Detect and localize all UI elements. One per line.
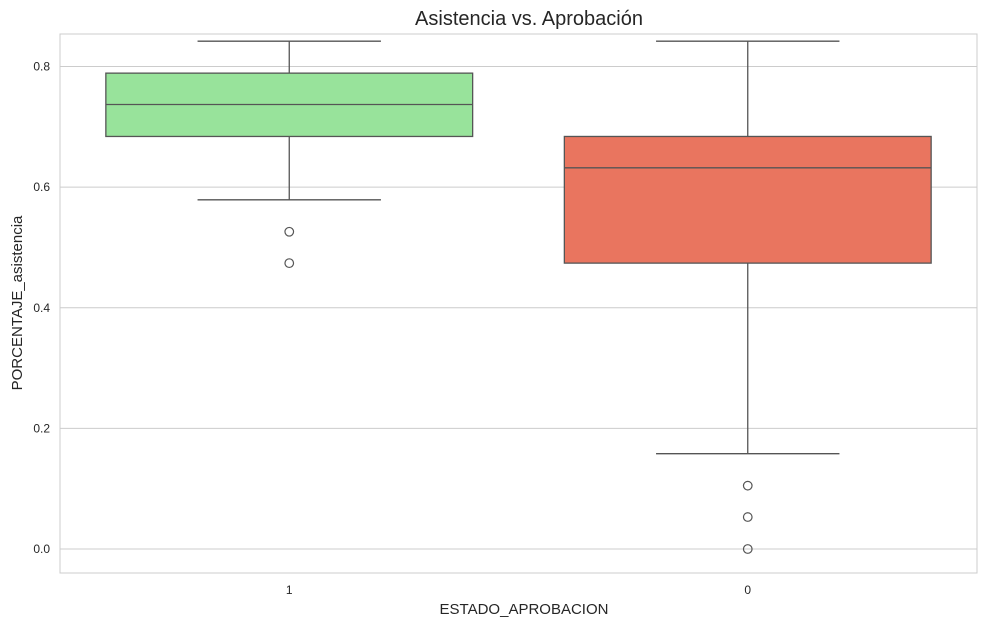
outlier-point (742, 544, 753, 554)
x-tick-label: 0 (744, 583, 751, 597)
outlier-point (284, 258, 295, 269)
box-group-0 (563, 40, 932, 554)
outlier-point (742, 480, 753, 491)
y-tick-label: 0.4 (33, 301, 50, 315)
y-tick-label: 0.0 (33, 542, 50, 556)
y-axis-label: PORCENTAJE_asistencia (9, 215, 26, 390)
y-tick-label: 0.8 (33, 60, 50, 74)
boxes (105, 40, 932, 554)
box-iqr (563, 135, 932, 264)
y-tick-label: 0.2 (33, 421, 50, 435)
plot-area-frame (59, 33, 978, 574)
y-tick-labels: 0.0 0.2 0.4 0.6 0.8 (33, 60, 50, 557)
chart-title: Asistencia vs. Aprobación (415, 8, 643, 30)
x-axis-label: ESTADO_APROBACION (440, 601, 609, 618)
box-group-1 (105, 40, 474, 269)
outlier-point (742, 512, 753, 522)
y-tick-label: 0.6 (33, 180, 50, 194)
outlier-point (284, 226, 295, 237)
x-tick-label: 1 (286, 583, 293, 597)
